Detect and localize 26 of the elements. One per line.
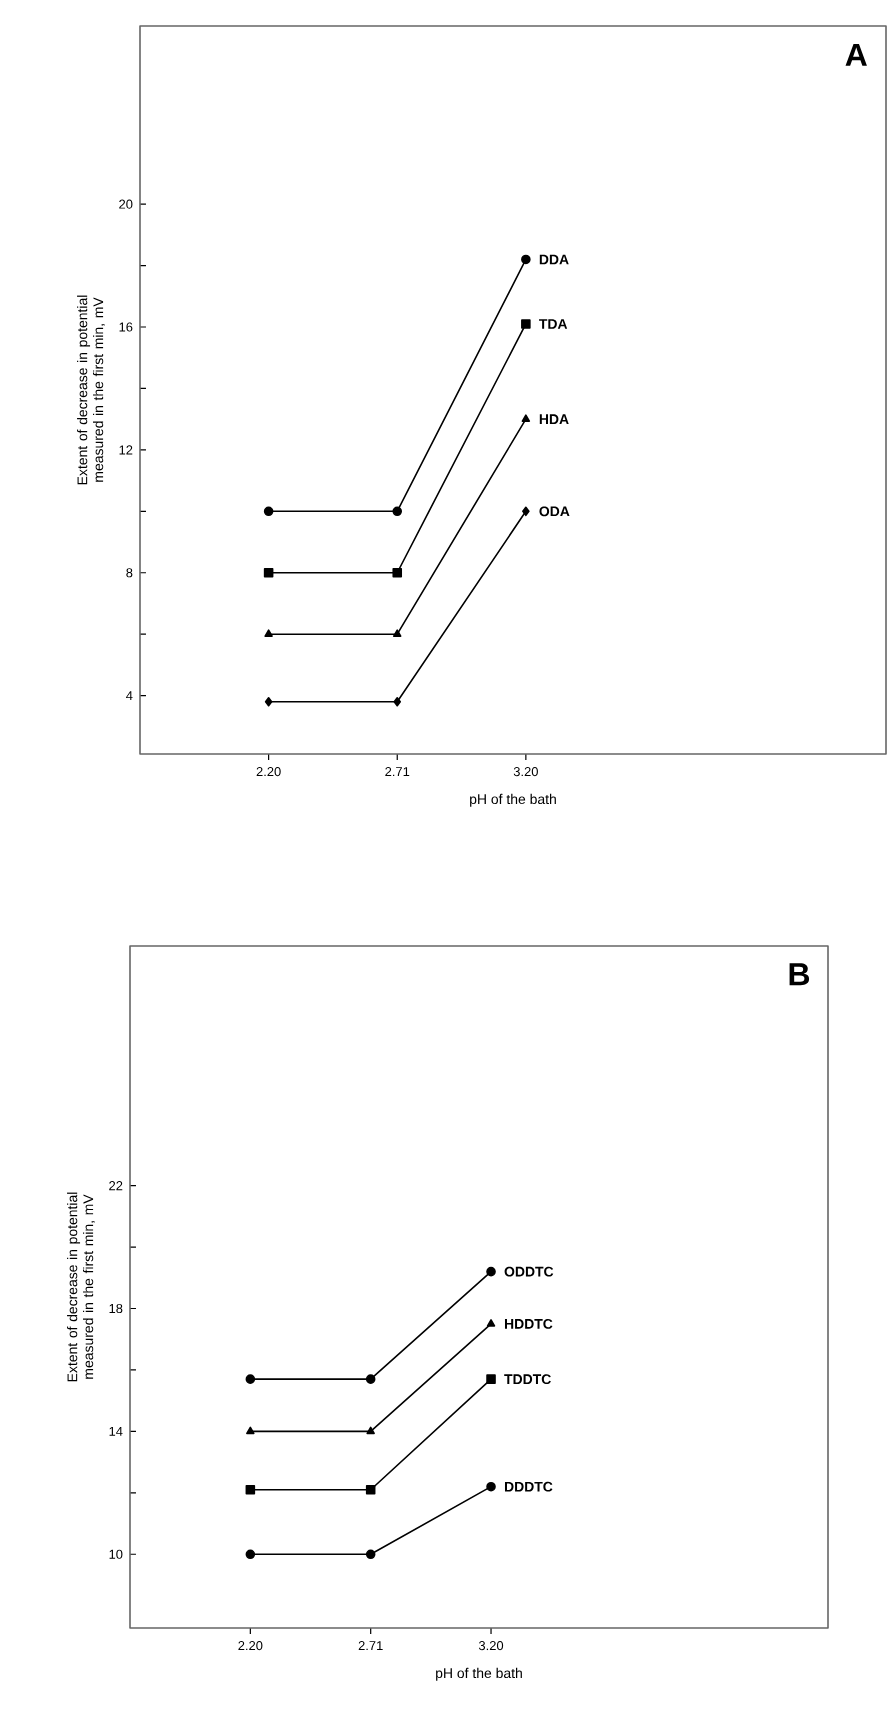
point	[486, 1266, 496, 1277]
text: A	[845, 43, 867, 66]
point	[486, 1319, 496, 1327]
point	[264, 629, 273, 637]
point	[393, 696, 402, 707]
point	[392, 629, 402, 637]
point	[392, 506, 403, 517]
point	[521, 319, 531, 329]
point	[245, 1374, 256, 1384]
point	[263, 567, 274, 578]
point	[365, 1374, 376, 1384]
point	[263, 506, 274, 517]
point	[246, 1426, 255, 1435]
point	[521, 414, 531, 422]
point	[486, 1481, 496, 1492]
point	[245, 1484, 256, 1495]
point	[365, 1484, 376, 1495]
point	[365, 1549, 376, 1560]
text: B	[789, 963, 810, 986]
point	[522, 506, 530, 517]
point	[521, 254, 531, 265]
point	[366, 1426, 375, 1435]
point	[245, 1549, 256, 1560]
point	[264, 696, 273, 707]
point	[392, 567, 403, 578]
point	[486, 1374, 496, 1384]
